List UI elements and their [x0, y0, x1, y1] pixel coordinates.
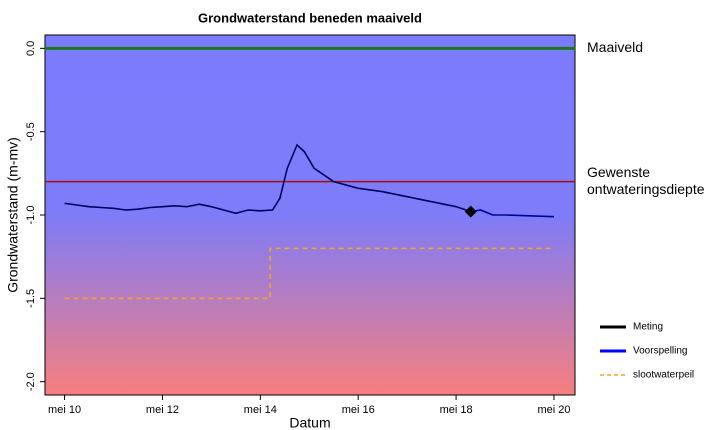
- legend-label: slootwaterpeil: [633, 370, 694, 381]
- y-tick-label: 0.0: [25, 41, 37, 56]
- reference-label: Maaiveld: [587, 39, 643, 55]
- y-axis-label: Grondwaterstand (m-mv): [5, 137, 21, 293]
- chart-title: Grondwaterstand beneden maaiveld: [198, 10, 422, 25]
- x-tick-label: mei 18: [440, 404, 473, 416]
- y-tick-label: -2.0: [25, 372, 37, 391]
- x-tick-label: mei 12: [146, 404, 179, 416]
- series-line: [64, 143, 472, 215]
- x-axis-label: Datum: [289, 415, 330, 430]
- y-tick-label: -1.0: [25, 206, 37, 225]
- legend-label: Voorspelling: [633, 346, 687, 357]
- legend-label: Meting: [633, 322, 663, 333]
- reference-label: ontwateringsdiepte: [587, 181, 705, 197]
- current-point: [464, 205, 477, 218]
- x-tick-label: mei 10: [48, 404, 81, 416]
- x-tick-label: mei 14: [244, 404, 277, 416]
- plot-background: [45, 35, 575, 395]
- series-line: [470, 209, 554, 218]
- y-tick-label: -0.5: [25, 122, 37, 141]
- series-line: [64, 247, 554, 300]
- x-tick-label: mei 16: [342, 404, 375, 416]
- x-tick-label: mei 20: [537, 404, 570, 416]
- reference-label: Gewenste: [587, 164, 650, 180]
- y-tick-label: -1.5: [25, 289, 37, 308]
